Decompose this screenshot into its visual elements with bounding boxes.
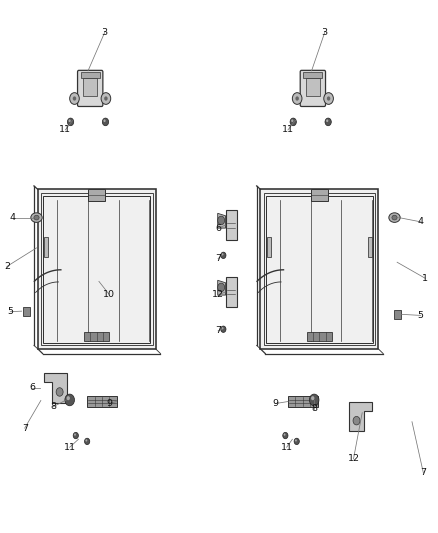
Polygon shape xyxy=(38,189,155,349)
Circle shape xyxy=(327,96,330,101)
FancyBboxPatch shape xyxy=(78,70,103,107)
Text: 11: 11 xyxy=(59,125,71,134)
Circle shape xyxy=(295,439,297,441)
Circle shape xyxy=(104,96,108,101)
Bar xyxy=(306,78,320,96)
Text: 3: 3 xyxy=(321,28,328,37)
Circle shape xyxy=(67,396,70,400)
Text: 7: 7 xyxy=(215,326,221,335)
Text: 12: 12 xyxy=(347,455,360,463)
Circle shape xyxy=(56,387,63,396)
Bar xyxy=(226,277,237,308)
Bar xyxy=(22,308,29,316)
Text: 9: 9 xyxy=(272,399,278,408)
Circle shape xyxy=(326,119,328,122)
Polygon shape xyxy=(218,213,226,228)
Circle shape xyxy=(291,119,293,122)
Text: 3: 3 xyxy=(102,28,108,37)
Ellipse shape xyxy=(34,215,39,220)
Text: 12: 12 xyxy=(212,290,224,299)
Circle shape xyxy=(103,119,106,122)
Circle shape xyxy=(70,93,79,104)
Circle shape xyxy=(102,118,109,126)
Text: 4: 4 xyxy=(418,217,424,227)
Ellipse shape xyxy=(389,213,400,222)
Circle shape xyxy=(67,118,74,126)
Bar xyxy=(84,332,110,342)
Text: 7: 7 xyxy=(215,254,221,263)
Bar xyxy=(87,395,117,407)
Circle shape xyxy=(221,326,226,333)
Polygon shape xyxy=(44,373,67,402)
Bar xyxy=(311,189,328,201)
Bar xyxy=(394,310,401,319)
Text: 7: 7 xyxy=(420,469,426,477)
Circle shape xyxy=(85,439,87,441)
Bar xyxy=(81,72,100,78)
Circle shape xyxy=(222,253,223,255)
Text: 11: 11 xyxy=(282,125,294,134)
Circle shape xyxy=(73,432,78,439)
Polygon shape xyxy=(349,401,372,431)
Circle shape xyxy=(295,96,299,101)
Bar xyxy=(288,395,318,407)
Circle shape xyxy=(311,396,314,400)
Text: 2: 2 xyxy=(4,262,10,271)
Circle shape xyxy=(222,327,223,329)
Bar xyxy=(88,189,105,201)
Circle shape xyxy=(65,394,74,406)
Circle shape xyxy=(74,433,76,435)
Ellipse shape xyxy=(392,215,397,220)
Text: 9: 9 xyxy=(106,399,112,408)
Circle shape xyxy=(325,118,331,126)
Bar xyxy=(44,237,48,257)
Text: 8: 8 xyxy=(50,402,56,411)
Circle shape xyxy=(221,252,226,259)
Circle shape xyxy=(294,438,299,445)
Text: 5: 5 xyxy=(7,307,13,316)
Text: 11: 11 xyxy=(64,443,76,452)
Circle shape xyxy=(101,93,111,104)
Bar xyxy=(303,72,322,78)
Bar xyxy=(368,237,372,257)
Circle shape xyxy=(68,119,71,122)
Text: 7: 7 xyxy=(22,424,28,433)
Polygon shape xyxy=(261,189,378,349)
Text: 5: 5 xyxy=(418,311,424,320)
Circle shape xyxy=(283,432,288,439)
Circle shape xyxy=(292,93,302,104)
Circle shape xyxy=(290,118,297,126)
Bar xyxy=(267,237,271,257)
Text: 1: 1 xyxy=(422,273,428,282)
Ellipse shape xyxy=(31,213,42,222)
Circle shape xyxy=(85,438,90,445)
Text: 10: 10 xyxy=(103,289,115,298)
Circle shape xyxy=(218,216,225,225)
Bar xyxy=(307,332,332,342)
Bar xyxy=(83,78,97,96)
Bar xyxy=(226,209,237,240)
Text: 4: 4 xyxy=(10,213,16,222)
Circle shape xyxy=(73,96,76,101)
Text: 6: 6 xyxy=(215,224,221,233)
Circle shape xyxy=(353,416,360,425)
Polygon shape xyxy=(218,280,226,295)
Text: 6: 6 xyxy=(29,383,35,392)
Circle shape xyxy=(324,93,333,104)
Text: 11: 11 xyxy=(281,443,293,452)
Circle shape xyxy=(218,283,225,292)
FancyBboxPatch shape xyxy=(300,70,325,107)
Circle shape xyxy=(309,394,319,406)
Text: 8: 8 xyxy=(311,405,317,414)
Circle shape xyxy=(284,433,286,435)
